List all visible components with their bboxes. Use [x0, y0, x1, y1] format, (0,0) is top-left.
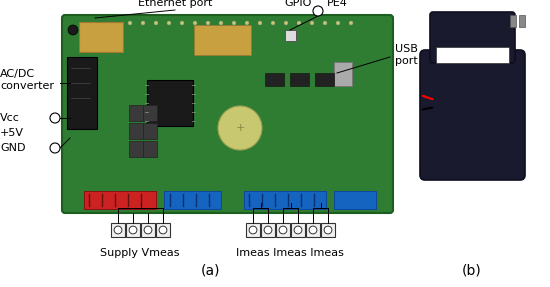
Circle shape	[206, 21, 210, 25]
Text: (b): (b)	[462, 264, 482, 278]
FancyBboxPatch shape	[164, 191, 221, 209]
FancyBboxPatch shape	[284, 30, 295, 40]
FancyBboxPatch shape	[261, 223, 275, 237]
Circle shape	[309, 226, 317, 234]
Circle shape	[297, 21, 301, 25]
Text: GPIO: GPIO	[285, 0, 312, 8]
FancyBboxPatch shape	[291, 223, 305, 237]
Circle shape	[264, 226, 272, 234]
FancyBboxPatch shape	[143, 141, 157, 157]
Circle shape	[154, 21, 158, 25]
Text: +5V: +5V	[0, 128, 24, 138]
Circle shape	[128, 21, 132, 25]
Circle shape	[129, 226, 137, 234]
FancyBboxPatch shape	[129, 105, 143, 121]
FancyBboxPatch shape	[244, 191, 326, 209]
Bar	[510, 15, 516, 27]
Text: AC/DC
converter: AC/DC converter	[0, 69, 54, 91]
FancyBboxPatch shape	[430, 12, 515, 63]
Circle shape	[218, 106, 262, 150]
Circle shape	[310, 21, 314, 25]
Circle shape	[144, 226, 152, 234]
FancyBboxPatch shape	[289, 73, 309, 86]
FancyBboxPatch shape	[129, 141, 143, 157]
FancyBboxPatch shape	[276, 223, 290, 237]
Circle shape	[159, 226, 167, 234]
FancyBboxPatch shape	[141, 223, 155, 237]
FancyBboxPatch shape	[143, 105, 157, 121]
FancyBboxPatch shape	[156, 223, 170, 237]
Text: PE4: PE4	[327, 0, 348, 8]
FancyBboxPatch shape	[246, 223, 260, 237]
Circle shape	[114, 226, 122, 234]
Circle shape	[50, 143, 60, 153]
Circle shape	[271, 21, 275, 25]
Text: Ethernet port: Ethernet port	[138, 0, 212, 8]
Circle shape	[180, 21, 184, 25]
FancyBboxPatch shape	[67, 57, 97, 129]
FancyBboxPatch shape	[306, 223, 320, 237]
FancyBboxPatch shape	[79, 22, 123, 52]
FancyBboxPatch shape	[129, 123, 143, 139]
FancyBboxPatch shape	[147, 80, 193, 126]
Circle shape	[167, 21, 171, 25]
Circle shape	[232, 21, 236, 25]
FancyBboxPatch shape	[436, 47, 509, 63]
Circle shape	[323, 21, 327, 25]
FancyBboxPatch shape	[334, 62, 352, 86]
Text: +: +	[235, 123, 245, 133]
Circle shape	[68, 25, 78, 35]
FancyBboxPatch shape	[62, 15, 393, 213]
Text: Imeas Imeas Imeas: Imeas Imeas Imeas	[236, 248, 344, 258]
Circle shape	[141, 21, 145, 25]
FancyBboxPatch shape	[420, 50, 525, 180]
Text: USB
port: USB port	[395, 44, 418, 66]
Circle shape	[193, 21, 197, 25]
FancyBboxPatch shape	[265, 73, 283, 86]
FancyBboxPatch shape	[84, 191, 156, 209]
Circle shape	[219, 21, 223, 25]
FancyBboxPatch shape	[315, 73, 333, 86]
FancyBboxPatch shape	[111, 223, 125, 237]
FancyBboxPatch shape	[143, 123, 157, 139]
Circle shape	[324, 226, 332, 234]
FancyBboxPatch shape	[126, 223, 140, 237]
Circle shape	[294, 226, 302, 234]
Circle shape	[245, 21, 249, 25]
Circle shape	[349, 21, 353, 25]
FancyBboxPatch shape	[334, 191, 376, 209]
Circle shape	[258, 21, 262, 25]
Circle shape	[50, 113, 60, 123]
Bar	[519, 15, 525, 27]
Circle shape	[284, 21, 288, 25]
Text: (a): (a)	[200, 264, 220, 278]
FancyBboxPatch shape	[321, 223, 335, 237]
Circle shape	[279, 226, 287, 234]
Circle shape	[249, 226, 257, 234]
Text: Vcc: Vcc	[0, 113, 20, 123]
FancyBboxPatch shape	[194, 25, 251, 55]
Circle shape	[313, 6, 323, 16]
Circle shape	[336, 21, 340, 25]
Text: Supply Vmeas: Supply Vmeas	[100, 248, 180, 258]
Text: GND: GND	[0, 143, 25, 153]
